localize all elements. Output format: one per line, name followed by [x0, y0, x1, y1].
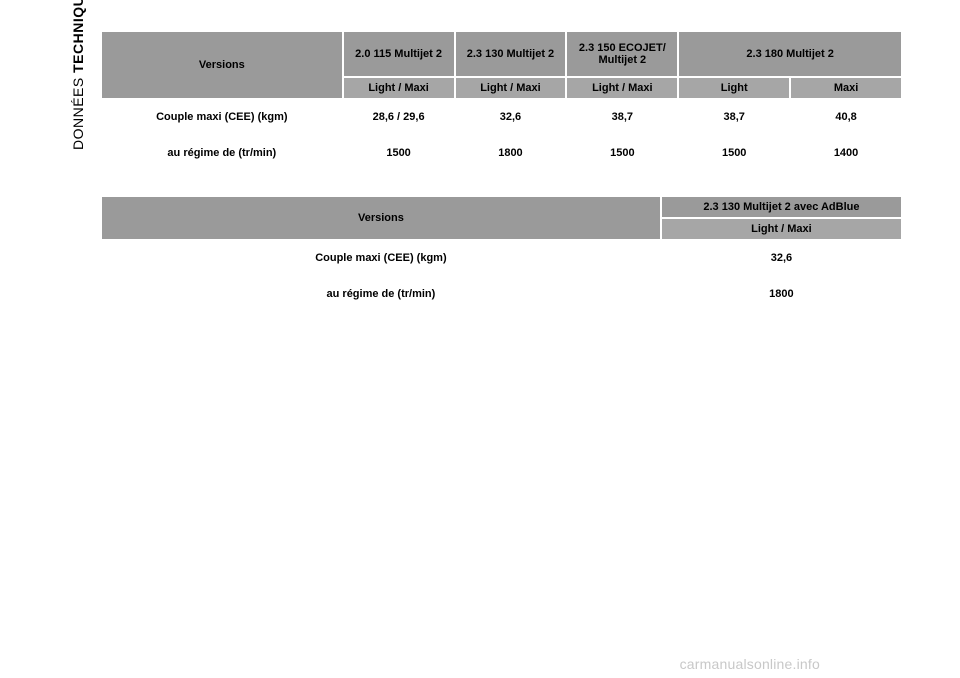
t1-val-1-1: 1800: [456, 136, 566, 170]
t1-engine-3: 2.3 180 Multijet 2: [679, 32, 901, 76]
t1-sub-0: Light / Maxi: [344, 78, 454, 98]
specs-table-2: Versions 2.3 130 Multijet 2 avec AdBlue …: [100, 195, 903, 313]
specs-table-1: Versions 2.0 115 Multijet 2 2.3 130 Mult…: [100, 30, 903, 172]
t1-versions-header: Versions: [102, 32, 342, 98]
t1-engine-1: 2.3 130 Multijet 2: [456, 32, 566, 76]
t1-val-0-1: 32,6: [456, 100, 566, 134]
watermark-text: carmanualsonline.info: [680, 656, 820, 672]
t1-sub-3: Light: [679, 78, 789, 98]
t2-row-label-1: au régime de (tr/min): [102, 277, 660, 311]
t2-val-0: 32,6: [662, 241, 901, 275]
t1-val-1-3: 1500: [679, 136, 789, 170]
t1-row-label-1: au régime de (tr/min): [102, 136, 342, 170]
t2-val-1: 1800: [662, 277, 901, 311]
t1-sub-1: Light / Maxi: [456, 78, 566, 98]
t1-val-0-4: 40,8: [791, 100, 901, 134]
t1-val-0-2: 38,7: [567, 100, 677, 134]
side-section-label: DONNÉES TECHNIQUES: [70, 0, 86, 150]
side-label-light: DONNÉES: [70, 73, 86, 150]
t1-val-0-0: 28,6 / 29,6: [344, 100, 454, 134]
t2-row-label-0: Couple maxi (CEE) (kgm): [102, 241, 660, 275]
t2-versions-header: Versions: [102, 197, 660, 239]
t1-val-1-2: 1500: [567, 136, 677, 170]
t2-engine-header: 2.3 130 Multijet 2 avec AdBlue: [662, 197, 901, 217]
t2-sub-header: Light / Maxi: [662, 219, 901, 239]
t1-val-0-3: 38,7: [679, 100, 789, 134]
side-label-bold: TECHNIQUES: [70, 0, 86, 73]
t1-sub-2: Light / Maxi: [567, 78, 677, 98]
t1-val-1-0: 1500: [344, 136, 454, 170]
t1-row-label-0: Couple maxi (CEE) (kgm): [102, 100, 342, 134]
t1-engine-0: 2.0 115 Multijet 2: [344, 32, 454, 76]
t1-val-1-4: 1400: [791, 136, 901, 170]
t1-engine-2: 2.3 150 ECOJET/ Multijet 2: [567, 32, 677, 76]
t1-sub-4: Maxi: [791, 78, 901, 98]
